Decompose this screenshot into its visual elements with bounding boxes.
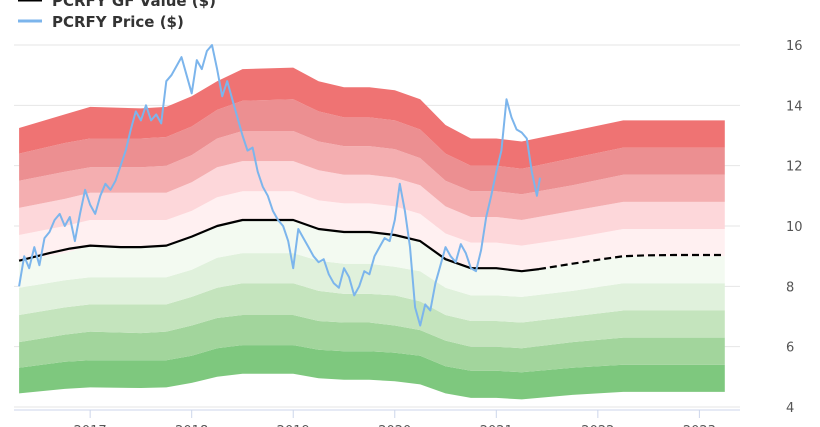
valuation-band-2 [19,283,725,349]
axes: 4 6 8 10 12 14 16 2017 2018 2019 2020 2021 2022 2023 [14,39,803,427]
x-tick-label-2020: 2020 [378,424,411,427]
x-tick-label-2019: 2019 [277,424,310,427]
x-tick-label-2022: 2022 [581,424,614,427]
valuation-band-3 [19,253,725,323]
valuation-band-9 [19,67,725,169]
y-tick-label-6: 6 [786,341,794,356]
y-tick-label-4: 4 [786,401,794,416]
x-tick-label-2017: 2017 [74,424,107,427]
legend-label-gf-value: PCRFY GF Value ($) [52,0,216,10]
valuation-band-7 [19,131,725,220]
y-tick-label-16: 16 [786,39,803,54]
x-tick-label-2018: 2018 [175,424,208,427]
valuation-bands [19,67,725,400]
gf-value-line [18,218,540,273]
valuation-band-0 [19,345,725,400]
y-tick-label-12: 12 [786,160,803,175]
y-tick-label-14: 14 [786,99,803,114]
legend-label-price: PCRFY Price ($) [52,13,184,31]
y-tick-label-8: 8 [786,280,794,295]
valuation-band-8 [19,99,725,195]
x-tick-label-2023: 2023 [683,424,716,427]
valuation-band-6 [19,161,725,246]
gf-value-projected-line [538,253,725,271]
valuation-band-1 [19,315,725,373]
y-tick-label-10: 10 [786,220,803,235]
x-tick-label-2021: 2021 [480,424,513,427]
price-line [18,44,541,327]
valuation-band-4 [19,220,725,297]
legend: PCRFY GF Value ($) PCRFY Price ($) [18,0,216,31]
series-lines [18,44,725,327]
